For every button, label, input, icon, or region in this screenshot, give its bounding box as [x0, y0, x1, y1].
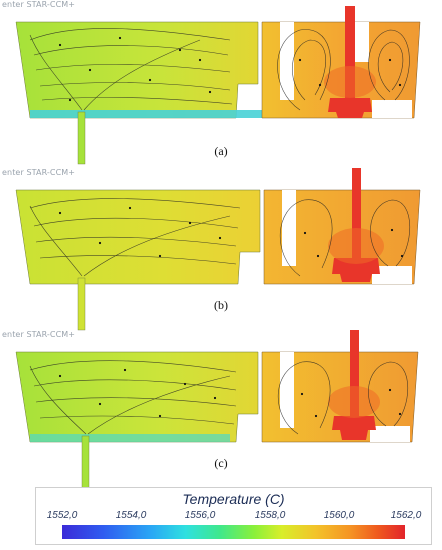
legend-title: Temperature (C) [182, 491, 285, 507]
color-scale-bar [62, 525, 405, 539]
caption-a: (a) [214, 144, 228, 158]
temperature-legend: Temperature (C) 1552,0 1554,0 1556,0 155… [35, 487, 432, 545]
caption-b: (b) [214, 298, 228, 312]
watermark-b: enter STAR-CCM+ [2, 168, 76, 177]
watermark-c: enter STAR-CCM+ [2, 330, 76, 339]
legend-tick: 1562,0 [390, 510, 422, 521]
legend-tick: 1556,0 [184, 510, 216, 521]
watermark-a: enter STAR-CCM+ [2, 0, 76, 9]
simulation-panel-c: enter STAR-CCM+ [0, 330, 442, 508]
legend-tick: 1552,0 [46, 510, 78, 521]
legend-tick: 1558,0 [254, 510, 286, 521]
simulation-panel-a: enter STAR-CCM+ [0, 0, 442, 178]
tundish-cross-section-a [15, 6, 421, 165]
tundish-cross-section-c [15, 330, 419, 489]
caption-c: (c) [214, 456, 228, 470]
legend-tick: 1560,0 [323, 510, 355, 521]
tundish-cross-section-b [15, 168, 421, 331]
simulation-panel-b: enter STAR-CCM+ [0, 168, 442, 346]
legend-tick: 1554,0 [115, 510, 147, 521]
legend-ticks: 1552,0 1554,0 1556,0 1558,0 1560,0 1562,… [44, 510, 422, 522]
